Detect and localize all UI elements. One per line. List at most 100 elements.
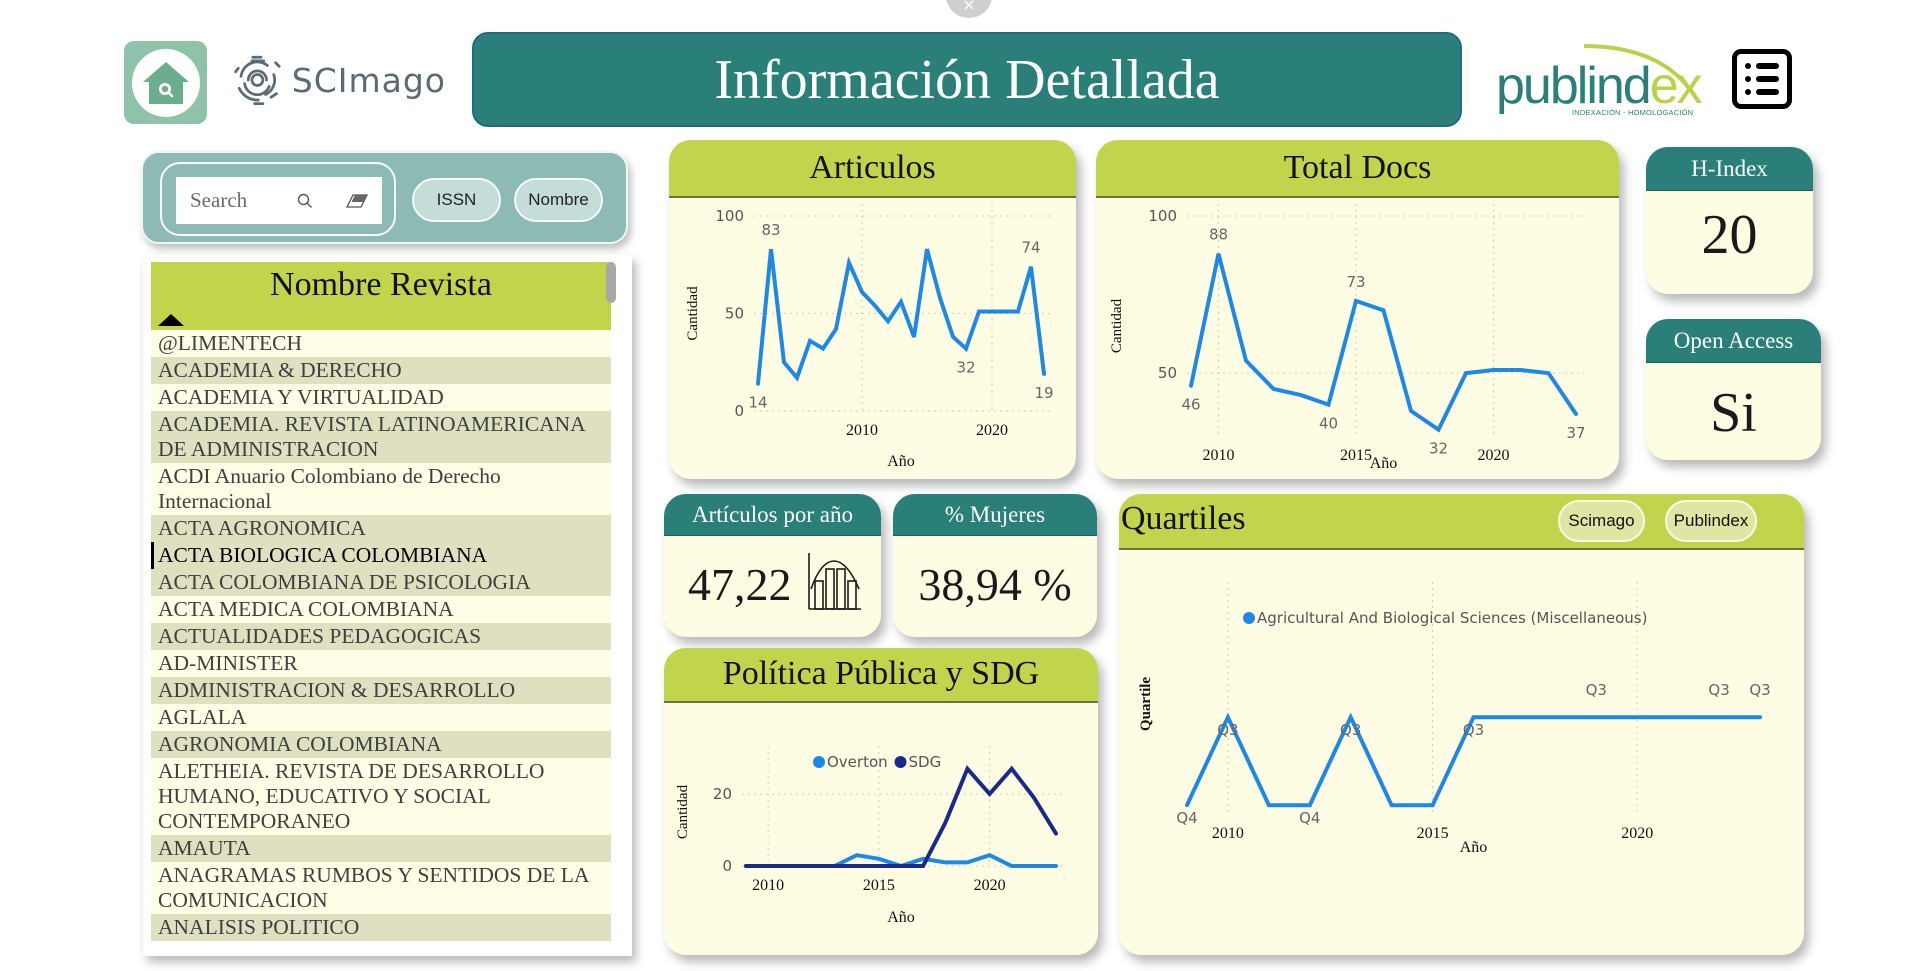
list-item[interactable]: ACDI Anuario Colombiano de Derecho Inter… (151, 463, 611, 515)
politica-sdg-line-chart[interactable]: 0 20 2010 2015 2020 Año Cantidad Overton SDG (664, 703, 1098, 955)
list-item[interactable]: AGLALA (151, 704, 611, 731)
svg-text:2015: 2015 (1417, 825, 1449, 842)
list-item[interactable]: ACTUALIDADES PEDAGOGICAS (151, 623, 611, 650)
mujeres-card: % Mujeres 38,94 % (893, 494, 1097, 637)
home-icon (131, 48, 200, 117)
h-index-value: 20 (1701, 204, 1758, 266)
svg-text:2020: 2020 (1621, 825, 1653, 842)
svg-text:Quartile: Quartile (1138, 677, 1154, 731)
list-item[interactable]: ADMINISTRACION & DESARROLLO (151, 677, 611, 704)
publindex-logo[interactable]: publindex INDEXACIÓN - HOMOLOGACIÓN (1494, 40, 1703, 120)
list-item[interactable]: ACTA COLOMBIANA DE PSICOLOGIA (151, 569, 611, 596)
close-button[interactable]: × (946, 0, 992, 18)
svg-text:Año: Año (887, 909, 915, 926)
articulos-por-ano-title: Artículos por año (664, 494, 881, 536)
open-access-title: Open Access (1646, 319, 1821, 363)
articulos-line-chart[interactable]: 0 50 100 2010 2020 Año Cantidad 14 83 32 74 19 (669, 198, 1076, 479)
scimago-quartile-button[interactable]: Scimago (1558, 500, 1645, 542)
journal-list-header[interactable]: Nombre Revista (151, 262, 611, 330)
list-item[interactable]: @LIMENTECH (151, 330, 611, 357)
column-header-nombre-revista: Nombre Revista (270, 266, 492, 303)
svg-text:2020: 2020 (974, 877, 1006, 894)
list-item-selected[interactable]: ACTA BIOLOGICA COLOMBIANA (151, 542, 611, 569)
sort-ascending-icon[interactable] (158, 314, 184, 326)
scimago-logo[interactable]: SCImago (231, 49, 446, 111)
search-box[interactable] (176, 177, 382, 224)
svg-text:83: 83 (761, 221, 780, 239)
svg-text:37: 37 (1566, 424, 1585, 442)
svg-text:2015: 2015 (1340, 447, 1372, 464)
svg-text:Q3: Q3 (1340, 721, 1361, 739)
svg-text:Cantidad: Cantidad (1109, 298, 1125, 353)
svg-text:32: 32 (1429, 440, 1448, 458)
list-item[interactable]: AD-MINISTER (151, 650, 611, 677)
mujeres-value: 38,94 % (918, 559, 1072, 610)
open-access-card: Open Access Si (1646, 319, 1821, 460)
home-button[interactable] (124, 41, 207, 124)
svg-text:73: 73 (1346, 273, 1365, 291)
list-item[interactable]: AGRONOMIA COLOMBIANA (151, 731, 611, 758)
svg-text:Q4: Q4 (1299, 809, 1320, 827)
list-item[interactable]: ACTA AGRONOMICA (151, 515, 611, 542)
list-item[interactable]: ANAGRAMAS RUMBOS Y SENTIDOS DE LA COMUNI… (151, 862, 611, 914)
svg-text:50: 50 (725, 305, 744, 323)
svg-text:Año: Año (1370, 455, 1398, 472)
svg-text:50: 50 (1158, 364, 1177, 382)
search-input[interactable] (190, 188, 285, 213)
svg-text:2020: 2020 (976, 422, 1008, 439)
svg-text:Cantidad: Cantidad (685, 286, 701, 341)
list-item[interactable]: ACADEMIA & DERECHO (151, 357, 611, 384)
svg-text:Q3: Q3 (1217, 721, 1238, 739)
search-field-wrapper (160, 162, 396, 236)
list-item[interactable]: ACADEMIA. REVISTA LATINOAMERICANA DE ADM… (151, 411, 611, 463)
publindex-logo-main: publind (1496, 57, 1652, 115)
list-scrollbar[interactable] (606, 262, 616, 303)
list-item[interactable]: AMAUTA (151, 835, 611, 862)
svg-text:100: 100 (1148, 207, 1177, 225)
quartiles-header: Quartiles Scimago Publindex (1119, 494, 1804, 550)
list-menu-button[interactable] (1732, 49, 1792, 109)
page-title-banner: Información Detallada (472, 32, 1462, 127)
scimago-logo-text: SCImago (291, 60, 446, 100)
publindex-quartile-button[interactable]: Publindex (1665, 500, 1757, 542)
politica-sdg-card: Política Pública y SDG 0 20 2010 2015 2020 Añ… (664, 648, 1098, 955)
total-docs-card-title: Total Docs (1096, 140, 1619, 198)
bar-chart-bell-curve-icon (808, 553, 861, 610)
search-icon[interactable] (295, 191, 315, 211)
close-icon: × (962, 0, 976, 14)
svg-text:14: 14 (748, 394, 767, 412)
search-panel: ISSN Nombre (141, 151, 628, 244)
list-item[interactable]: ACTA MEDICA COLOMBIANA (151, 596, 611, 623)
nombre-filter-button[interactable]: Nombre (514, 178, 603, 222)
eraser-icon[interactable] (345, 191, 369, 211)
list-item[interactable]: ANALISIS POLITICO (151, 914, 611, 941)
issn-filter-button[interactable]: ISSN (412, 178, 501, 222)
scimago-swirl-icon (234, 55, 281, 106)
svg-text:Cantidad: Cantidad (675, 784, 691, 839)
quartiles-line-chart[interactable]: 2010 2015 2020 Año Quartile Agricultural And … (1119, 550, 1804, 955)
journal-list-panel: Nombre Revista @LIMENTECH ACADEMIA & DER… (143, 255, 632, 956)
list-item[interactable]: ALETHEIA. REVISTA DE DESARROLLO HUMANO, … (151, 758, 611, 835)
svg-text:2010: 2010 (1212, 825, 1244, 842)
svg-text:74: 74 (1021, 239, 1040, 257)
h-index-title: H-Index (1646, 147, 1813, 191)
svg-text:2010: 2010 (752, 877, 784, 894)
svg-text:46: 46 (1181, 396, 1200, 414)
svg-text:19: 19 (1034, 384, 1053, 402)
svg-text:20: 20 (713, 785, 732, 803)
svg-text:Q3: Q3 (1586, 681, 1607, 699)
total-docs-line-chart[interactable]: 50 100 2010 2015 2020 Año Cantidad 46 88 40 73 32 37 (1096, 198, 1619, 479)
svg-text:88: 88 (1209, 226, 1228, 244)
svg-text:32: 32 (956, 359, 975, 377)
svg-text:Q3: Q3 (1708, 681, 1729, 699)
svg-text:Año: Año (1460, 839, 1488, 856)
list-icon (1745, 63, 1779, 69)
svg-text:40: 40 (1319, 415, 1338, 433)
svg-text:Overton: Overton (827, 753, 888, 771)
articulos-por-ano-card: Artículos por año 47,22 (664, 494, 881, 637)
h-index-card: H-Index 20 (1646, 147, 1813, 294)
quartiles-title: Quartiles (1121, 500, 1246, 537)
svg-text:Agricultural And Biological Sc: Agricultural And Biological Sciences (Mi… (1257, 609, 1647, 627)
list-item[interactable]: ACADEMIA Y VIRTUALIDAD (151, 384, 611, 411)
page-title: Información Detallada (714, 48, 1220, 111)
